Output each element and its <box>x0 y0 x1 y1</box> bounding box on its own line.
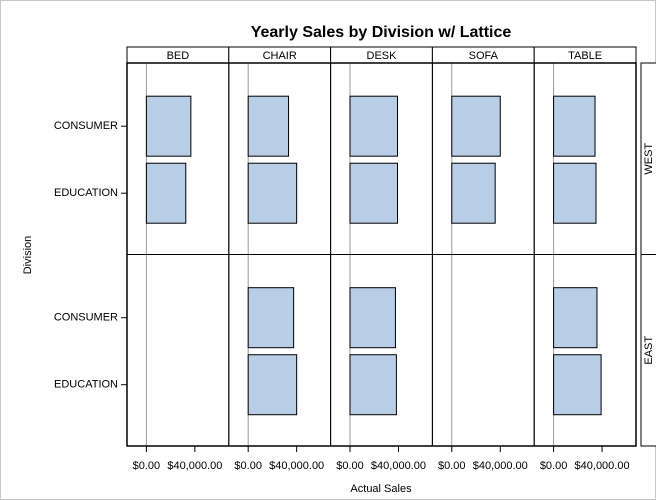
column-label: TABLE <box>568 50 602 62</box>
bar <box>451 162 496 224</box>
bar <box>553 162 597 224</box>
bar <box>145 95 192 157</box>
row-header <box>640 254 656 447</box>
x-tick-label: $40,000.00 <box>269 460 324 472</box>
column-label: CHAIR <box>263 50 297 62</box>
column-label: BED <box>167 50 190 62</box>
bar <box>553 287 598 349</box>
bar <box>145 162 187 224</box>
bar <box>349 354 397 416</box>
bar <box>553 95 596 157</box>
y-axis-label: Division <box>22 236 34 275</box>
y-tick-label: EDUCATION <box>54 187 118 199</box>
x-tick-label: $0.00 <box>540 460 568 472</box>
chart-title: Yearly Sales by Division w/ Lattice <box>251 24 512 41</box>
bar <box>349 162 398 224</box>
x-tick-label: $0.00 <box>133 460 161 472</box>
column-label: DESK <box>367 50 398 62</box>
x-tick-label: $0.00 <box>234 460 262 472</box>
bar <box>451 95 501 157</box>
bar <box>349 287 396 349</box>
y-tick-label: EDUCATION <box>54 379 118 391</box>
column-label: SOFA <box>469 50 499 62</box>
x-tick-label: $40,000.00 <box>167 460 222 472</box>
bar <box>247 162 298 224</box>
x-tick-label: $0.00 <box>438 460 466 472</box>
bar <box>247 354 298 416</box>
row-label: WEST <box>643 143 655 175</box>
x-tick-label: $40,000.00 <box>371 460 426 472</box>
x-tick-label: $40,000.00 <box>473 460 528 472</box>
row-label: EAST <box>643 336 655 365</box>
bar <box>349 95 398 157</box>
y-tick-label: CONSUMER <box>54 312 118 324</box>
plot-border <box>126 62 637 447</box>
x-axis-label: Actual Sales <box>350 483 412 495</box>
bar <box>247 287 295 349</box>
bar <box>553 354 602 416</box>
x-tick-label: $0.00 <box>336 460 364 472</box>
y-tick-label: CONSUMER <box>54 120 118 132</box>
x-tick-label: $40,000.00 <box>575 460 630 472</box>
bar <box>247 95 290 157</box>
